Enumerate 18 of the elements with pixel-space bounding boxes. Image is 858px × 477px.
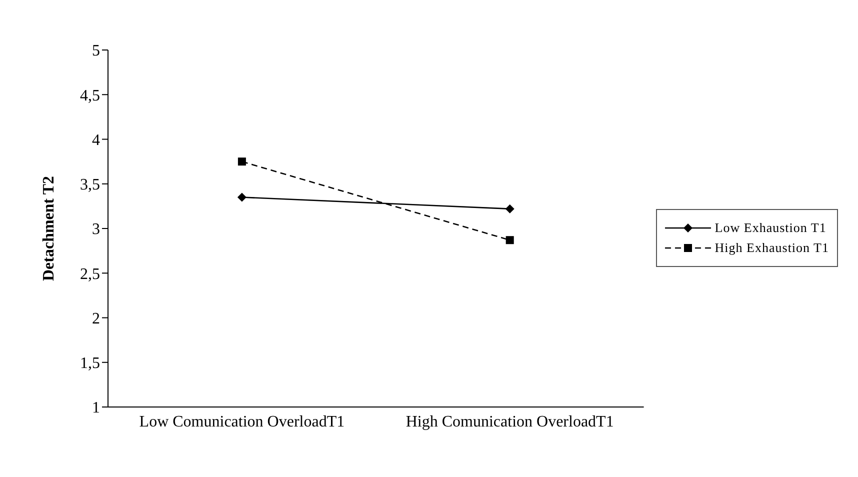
y-tick-label: 5 xyxy=(92,42,100,60)
y-tick-label: 3 xyxy=(92,221,100,238)
x-tick-label: Low Comunication OverloadT1 xyxy=(139,413,345,430)
y-tick-label: 3,5 xyxy=(80,176,100,194)
y-tick-label: 1,5 xyxy=(80,355,100,372)
y-tick-label: 1 xyxy=(92,400,100,417)
point xyxy=(505,204,514,214)
y-tick-label: 2 xyxy=(92,310,100,328)
point xyxy=(238,158,246,166)
point xyxy=(237,192,246,202)
y-tick-label: 4 xyxy=(92,132,100,149)
point xyxy=(506,236,514,244)
y-axis-title: Detachment T2 xyxy=(40,176,58,282)
x-tick-label: High Comunication OverloadT1 xyxy=(406,413,614,430)
y-tick-label: 4,5 xyxy=(80,87,100,104)
y-tick-label: 2,5 xyxy=(80,266,100,283)
legend-label: High Exhaustion T1 xyxy=(714,240,829,256)
legend-label: Low Exhaustion T1 xyxy=(714,220,826,236)
